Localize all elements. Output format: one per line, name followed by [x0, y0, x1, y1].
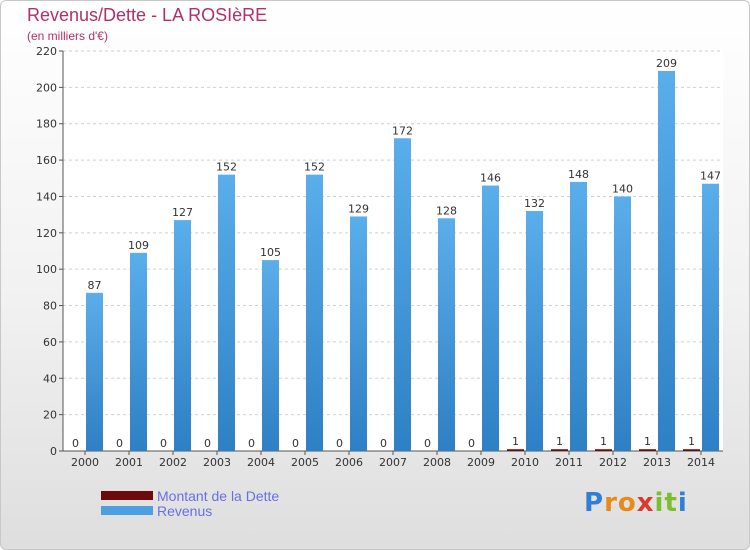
x-tick-label: 2005 [291, 456, 319, 469]
x-tick-label: 2001 [115, 456, 143, 469]
y-tick-label: 140 [36, 190, 57, 203]
bar-revenus [658, 71, 675, 451]
plot-area [63, 51, 723, 451]
bar-revenus [526, 211, 543, 451]
bar-revenus [262, 260, 279, 451]
data-label-revenus: 87 [88, 279, 102, 292]
bar-dette [683, 449, 700, 451]
data-label-revenus: 132 [524, 197, 545, 210]
data-label-revenus: 140 [612, 182, 633, 195]
data-label-revenus: 152 [304, 161, 325, 174]
data-label-dette: 1 [512, 435, 519, 448]
data-label-dette: 1 [688, 435, 695, 448]
bar-revenus [86, 292, 103, 451]
legend-item-revenus: Revenus [101, 502, 279, 519]
bar-revenus [350, 216, 367, 451]
logo-letter: i [677, 488, 688, 518]
data-label-revenus: 148 [568, 168, 589, 181]
y-tick-label: 180 [36, 118, 57, 131]
y-tick-label: 80 [43, 300, 57, 313]
bar-dette [507, 449, 524, 451]
data-label-dette: 0 [292, 437, 299, 450]
x-tick-label: 2004 [247, 456, 275, 469]
bar-revenus [394, 138, 411, 452]
data-label-revenus: 147 [700, 170, 721, 183]
data-label-revenus: 172 [392, 124, 413, 137]
x-tick-label: 2010 [511, 456, 539, 469]
data-label-revenus: 105 [260, 246, 281, 259]
data-label-revenus: 129 [348, 202, 369, 215]
bar-revenus [702, 183, 719, 451]
x-tick-label: 2003 [203, 456, 231, 469]
x-tick-label: 2014 [687, 456, 715, 469]
data-label-revenus: 128 [436, 204, 457, 217]
bar-dette [595, 449, 612, 451]
bar-dette [551, 449, 568, 451]
logo-letter: i [654, 488, 665, 518]
proxiti-logo: Proxiti [584, 488, 688, 518]
data-label-revenus: 127 [172, 206, 193, 219]
bar-dette [639, 449, 656, 451]
legend-label-dette: Montant de la Dette [157, 487, 280, 504]
x-tick-label: 2013 [643, 456, 671, 469]
bar-revenus [130, 252, 147, 451]
legend-item-dette: Montant de la Dette [101, 487, 280, 504]
bar-revenus [614, 196, 631, 451]
data-label-revenus: 152 [216, 161, 237, 174]
data-label-dette: 0 [204, 437, 211, 450]
x-tick-label: 2006 [335, 456, 363, 469]
data-label-dette: 0 [336, 437, 343, 450]
y-tick-label: 60 [43, 336, 57, 349]
bar-revenus [570, 181, 587, 451]
legend-swatch-dette [101, 491, 153, 500]
logo-letter: o [617, 488, 637, 518]
x-tick-label: 2007 [379, 456, 407, 469]
legend: Montant de la Dette Revenus [101, 487, 280, 519]
y-tick-label: 160 [36, 154, 57, 167]
chart-title: Revenus/Dette - LA ROSIèRE [27, 5, 268, 25]
logo-letter: t [664, 488, 678, 518]
data-label-dette: 0 [116, 437, 123, 450]
y-tick-label: 0 [50, 445, 57, 458]
x-tick-label: 2002 [159, 456, 187, 469]
legend-label-revenus: Revenus [157, 502, 213, 519]
bar-revenus [306, 174, 323, 452]
data-label-dette: 1 [600, 435, 607, 448]
y-tick-label: 20 [43, 409, 57, 422]
bar-revenus [438, 218, 455, 451]
y-tick-label: 200 [36, 81, 57, 94]
data-label-dette: 0 [160, 437, 167, 450]
bar-revenus [174, 220, 191, 451]
y-tick-label: 100 [36, 263, 57, 276]
data-label-revenus: 209 [656, 57, 677, 70]
data-label-revenus: 146 [480, 172, 501, 185]
logo-letter: x [636, 488, 655, 518]
x-tick-label: 2000 [71, 456, 99, 469]
data-label-dette: 0 [424, 437, 431, 450]
data-label-dette: 0 [72, 437, 79, 450]
data-label-dette: 1 [556, 435, 563, 448]
y-tick-label: 220 [36, 45, 57, 58]
logo-letter: P [584, 488, 605, 518]
x-tick-label: 2008 [423, 456, 451, 469]
data-label-dette: 0 [468, 437, 475, 450]
legend-swatch-revenus [101, 506, 153, 515]
x-tick-label: 2012 [599, 456, 627, 469]
y-tick-label: 120 [36, 227, 57, 240]
logo-letter: r [604, 488, 618, 518]
bar-revenus [218, 174, 235, 452]
bar-revenus [482, 185, 499, 451]
y-tick-label: 40 [43, 372, 57, 385]
x-tick-label: 2009 [467, 456, 495, 469]
data-label-revenus: 109 [128, 239, 149, 252]
chart-subtitle: (en milliers d'€) [27, 29, 108, 43]
data-label-dette: 0 [248, 437, 255, 450]
data-label-dette: 1 [644, 435, 651, 448]
data-label-dette: 0 [380, 437, 387, 450]
x-tick-label: 2011 [555, 456, 583, 469]
